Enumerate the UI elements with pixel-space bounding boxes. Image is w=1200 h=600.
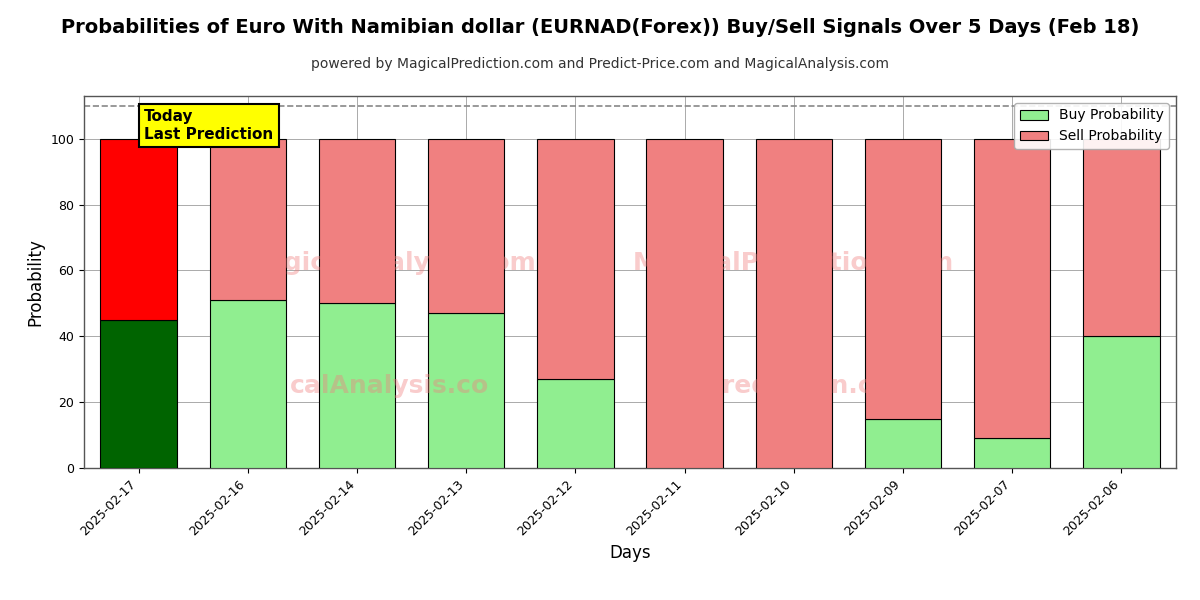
Text: Today
Last Prediction: Today Last Prediction bbox=[144, 109, 274, 142]
Text: MagicalPrediction.com: MagicalPrediction.com bbox=[634, 251, 954, 275]
Text: Probabilities of Euro With Namibian dollar (EURNAD(Forex)) Buy/Sell Signals Over: Probabilities of Euro With Namibian doll… bbox=[61, 18, 1139, 37]
Bar bbox=[974, 139, 1050, 439]
Bar bbox=[101, 320, 176, 468]
Bar bbox=[1084, 337, 1159, 468]
Bar bbox=[210, 300, 286, 468]
Bar bbox=[865, 419, 941, 468]
Text: lPrediction.co: lPrediction.co bbox=[696, 374, 892, 398]
Bar bbox=[210, 139, 286, 300]
Bar bbox=[865, 139, 941, 419]
Bar bbox=[538, 379, 613, 468]
Bar bbox=[538, 139, 613, 379]
Bar bbox=[101, 139, 176, 320]
Bar bbox=[428, 313, 504, 468]
Bar bbox=[647, 139, 722, 468]
Bar bbox=[974, 439, 1050, 468]
Legend: Buy Probability, Sell Probability: Buy Probability, Sell Probability bbox=[1014, 103, 1169, 149]
Bar bbox=[319, 304, 395, 468]
Text: calAnalysis.co: calAnalysis.co bbox=[290, 374, 490, 398]
Text: MagicalAnalysis.com: MagicalAnalysis.com bbox=[242, 251, 536, 275]
Text: powered by MagicalPrediction.com and Predict-Price.com and MagicalAnalysis.com: powered by MagicalPrediction.com and Pre… bbox=[311, 57, 889, 71]
Bar bbox=[1084, 139, 1159, 337]
Bar bbox=[756, 139, 832, 468]
Bar bbox=[428, 139, 504, 313]
Y-axis label: Probability: Probability bbox=[26, 238, 44, 326]
X-axis label: Days: Days bbox=[610, 544, 650, 562]
Bar bbox=[319, 139, 395, 304]
